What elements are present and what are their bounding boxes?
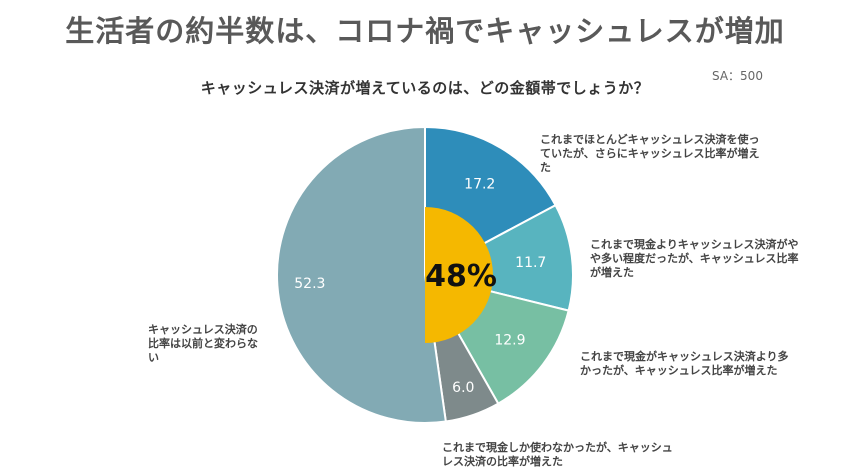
slice-label-unchanged: キャッシュレス決済の比率は以前と変わらない — [148, 323, 258, 364]
slice-value-label: 52.3 — [294, 276, 325, 292]
slice-value-label: 6.0 — [452, 380, 474, 396]
slice-label-more-cashless-from-mostly-cashless: これまでほとんどキャッシュレス決済を使っていたが、さらにキャッシュレス比率が増え… — [540, 133, 760, 174]
center-percentage-label: 48% — [425, 259, 497, 294]
slice-unchanged — [275, 125, 447, 424]
slice-value-label: 17.2 — [464, 177, 495, 193]
slice-value-label: 11.7 — [515, 255, 546, 271]
highlight-half-disc — [425, 207, 493, 343]
slice-more-cashless-from-slightly-more — [422, 203, 574, 312]
sample-size-label: SA：500 — [712, 69, 763, 83]
slice-label-more-cashless-from-slightly-more: これまで現金よりキャッシュレス決済がやや多い程度だったが、キャッシュレス比率が増… — [590, 238, 799, 279]
slice-label-more-cashless-from-cash-only: これまで現金しか使わなかったが、キャッシュレス決済の比率が増えた — [442, 441, 673, 468]
chart-subtitle: キャッシュレス決済が増えているのは、どの金額帯でしょうか？ — [200, 79, 650, 97]
main-title: 生活者の約半数は、コロナ禍でキャッシュレスが増加 — [65, 14, 785, 48]
slice-label-more-cashless-from-cash-majority: これまで現金がキャッシュレス決済より多かったが、キャッシュレス比率が増えた — [580, 350, 789, 377]
slice-value-label: 12.9 — [494, 332, 525, 348]
